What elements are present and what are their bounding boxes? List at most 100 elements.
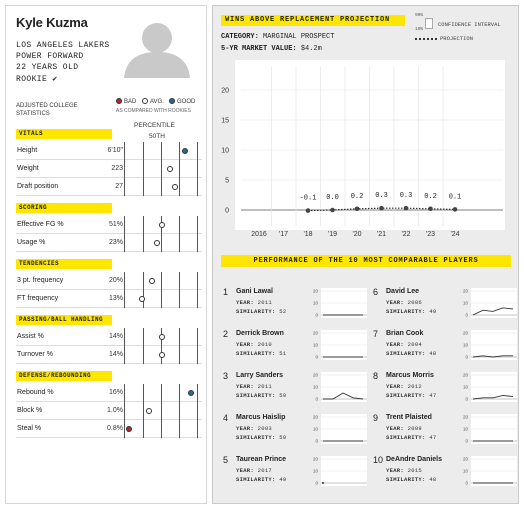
spark-tick-label: 10 [463,427,469,432]
data-label: 0.2 [351,193,364,201]
percentile-value: 50TH [149,133,165,140]
sparkline: 20 10 0 [463,456,517,486]
spark-line [472,307,514,316]
player-year: YEAR: 2011 [236,383,272,390]
grid-line [179,216,180,234]
spark-point [322,482,324,484]
year-label: YEAR: [236,467,255,474]
legend-avg-dot [142,98,148,104]
grid-line [161,384,162,402]
player-year: YEAR: 2012 [386,383,422,390]
sparkline: 20 10 0 [313,414,367,444]
x-tick-label: '18 [303,231,312,238]
spark-tick-label: 10 [313,301,319,306]
percentile-grid [124,384,198,402]
similarity-value: 50 [279,434,287,441]
percentile-marker [159,334,166,340]
player-similarity: SIMILARITY: 47 [386,392,436,399]
percentile-grid [124,216,198,234]
grid-line [179,290,180,308]
player-name: DeAndre Daniels [386,456,443,463]
stat-label: Effective FG % [17,221,64,228]
sparkline: 20 10 0 [463,372,517,402]
spark-tick-label: 10 [463,301,469,306]
projection-point [305,208,311,213]
market-value: $4.2m [300,45,322,53]
sparkline: 20 10 0 [463,288,517,318]
stat-label: Assist % [17,333,44,340]
player-similarity: SIMILARITY: 52 [236,308,286,315]
war-chart: 0 5 10 15 20 2016 '17 '18 '19 '20 '21 '22 '23 '24 -0.1… [221,60,505,238]
percentile-marker [154,240,161,246]
projection-point [403,205,409,211]
projection-point [428,206,433,212]
stat-value: 16% [108,389,123,396]
player-year: YEAR: 2017 [236,467,272,474]
comparable-player: 9 Trent Plaisted YEAR: 2009 SIMILARITY: 47 2… [373,413,521,451]
section-header: SCORING [16,203,112,213]
percentile-grid [124,346,198,364]
player-similarity: SIMILARITY: 50 [236,434,286,441]
x-tick-label: '24 [450,231,459,238]
year-value: 2017 [257,467,273,474]
grid-line [143,328,144,346]
player-year: YEAR: 2009 [386,425,422,432]
war-title: WINS ABOVE REPLACEMENT PROJECTION [221,15,405,26]
similarity-label: SIMILARITY: [386,392,426,399]
player-name: Gani Lawal [236,288,273,295]
player-similarity: SIMILARITY: 51 [236,350,286,357]
player-card: Kyle Kuzma LOS ANGELES LAKERS POWER FORW… [5,5,207,504]
market-label: 5-YR MARKET VALUE: [221,45,297,53]
year-value: 2004 [407,341,423,348]
spark-tick-label: 20 [313,289,319,294]
y-tick-label: 0 [225,208,229,215]
percentile-marker [149,278,156,284]
year-label: YEAR: [386,425,405,432]
similarity-value: 47 [429,392,437,399]
similarity-label: SIMILARITY: [236,434,276,441]
grid-line [179,272,180,290]
year-label: YEAR: [386,299,405,306]
chart-plot-area [235,60,505,230]
similarity-value: 52 [279,308,287,315]
stat-label: FT frequency [17,295,59,302]
spark-tick-label: 10 [313,427,319,432]
spark-tick-label: 0 [465,397,468,402]
stat-value: 1.0% [107,407,123,414]
stat-value: 23% [108,239,123,246]
stat-value: 51% [108,221,123,228]
sparkline: 20 10 0 [463,330,517,360]
comparable-player: 5 Taurean Prince YEAR: 2017 SIMILARITY: 49 2… [223,455,371,493]
player-similarity: SIMILARITY: 49 [236,476,286,483]
legend-bad-label: BAD [124,99,137,105]
player-similarity: SIMILARITY: 48 [386,476,436,483]
player-year: YEAR: 2011 [236,299,272,306]
similarity-label: SIMILARITY: [236,476,276,483]
percentile-marker [181,148,188,154]
section-header: PASSING/BALL HANDLING [16,315,112,325]
sparkline: 20 10 0 [313,288,367,318]
year-label: YEAR: [236,299,255,306]
war-category: CATEGORY: MARGINAL PROSPECT [221,33,334,41]
player-name: David Lee [386,288,420,295]
percentile-grid [124,178,198,196]
percentile-grid [124,142,198,160]
grid-line [161,402,162,420]
percentile-marker [159,352,166,358]
similarity-label: SIMILARITY: [386,308,426,315]
spark-tick-label: 0 [465,481,468,486]
grid-line [143,346,144,364]
percentile-grid [124,234,198,252]
spark-tick-label: 10 [463,343,469,348]
player-name: Marcus Morris [386,372,434,379]
y-tick-label: 20 [221,88,229,95]
percentile-grid [124,290,198,308]
percentile-marker [166,166,173,172]
spark-tick-label: 10 [463,385,469,390]
percentile-marker [145,408,152,414]
comparable-player: 7 Brian Cook YEAR: 2004 SIMILARITY: 48 20 10 0 [373,329,521,367]
grid-line [161,420,162,438]
comparable-player: 8 Marcus Morris YEAR: 2012 SIMILARITY: 47 20… [373,371,521,409]
projection-panel: WINS ABOVE REPLACEMENT PROJECTION CATEGO… [212,5,519,504]
stats-header-label: ADJUSTED COLLEGE STATISTICS [16,103,78,117]
